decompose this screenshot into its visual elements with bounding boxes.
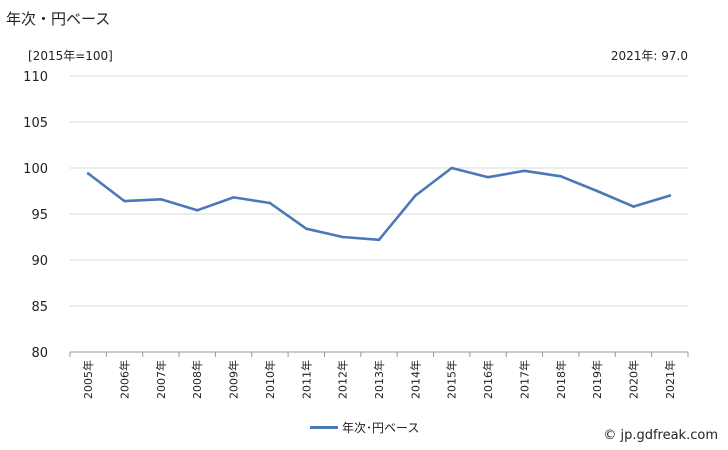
data-point <box>232 196 235 199</box>
data-point <box>559 174 563 178</box>
x-tick-label: 2016年 <box>481 360 495 399</box>
series-line <box>86 166 672 242</box>
y-tick-label: 105 <box>23 116 48 131</box>
x-tick-label: 2011年 <box>299 360 313 399</box>
y-tick-label: 90 <box>31 254 48 269</box>
x-tick-label: 2007年 <box>154 360 168 399</box>
series-layer <box>86 166 672 242</box>
data-point <box>86 172 90 175</box>
x-tick-label: 2019年 <box>590 360 604 399</box>
x-tick-label: 2008年 <box>190 360 204 399</box>
data-point <box>668 194 672 197</box>
x-tick-label: 2006年 <box>118 360 132 399</box>
data-point <box>304 227 308 231</box>
data-point <box>123 199 126 203</box>
data-point <box>632 205 635 208</box>
unit-note: [2015年=100] <box>28 49 113 63</box>
data-point <box>268 201 272 205</box>
x-tick-label: 2018年 <box>554 360 568 399</box>
y-tick-label: 100 <box>23 162 48 177</box>
data-point <box>195 209 199 212</box>
x-tick-label: 2017年 <box>517 360 531 399</box>
data-point <box>450 166 454 170</box>
x-tick-label: 2020年 <box>626 360 640 399</box>
x-tick-label: 2021年 <box>663 360 677 399</box>
label-layer: 80 85 90 95 100 105 110 2005年 2006年 2007年 2008年 200… <box>23 70 677 399</box>
x-tick-label: 2009年 <box>227 360 241 399</box>
x-tick-label: 2014年 <box>408 360 422 399</box>
x-tick-label: 2010年 <box>263 360 277 399</box>
latest-value-note: 2021年: 97.0 <box>610 49 688 63</box>
x-tick-label: 2013年 <box>372 360 386 399</box>
chart-title: 年次・円ベース <box>6 10 111 28</box>
axis-layer <box>69 351 689 357</box>
legend-label: 年次･円ベース <box>342 421 420 435</box>
x-tick-label: 2012年 <box>336 360 350 399</box>
y-tick-label: 110 <box>23 70 48 85</box>
data-point <box>523 169 526 173</box>
data-point <box>159 197 163 201</box>
data-point <box>341 235 344 239</box>
x-tick-label: 2015年 <box>445 360 459 399</box>
data-point <box>414 194 417 197</box>
x-tick-label: 2005年 <box>81 360 95 399</box>
data-point <box>595 189 599 193</box>
y-tick-label: 80 <box>31 346 48 361</box>
data-point <box>377 238 381 242</box>
grid-layer <box>70 75 688 307</box>
data-point <box>486 175 490 179</box>
y-tick-label: 95 <box>31 208 48 223</box>
legend-swatch <box>310 426 338 429</box>
y-tick-label: 85 <box>31 300 48 315</box>
source-credit: © jp.gdfreak.com <box>603 428 718 443</box>
legend: 年次･円ベース <box>310 419 419 436</box>
